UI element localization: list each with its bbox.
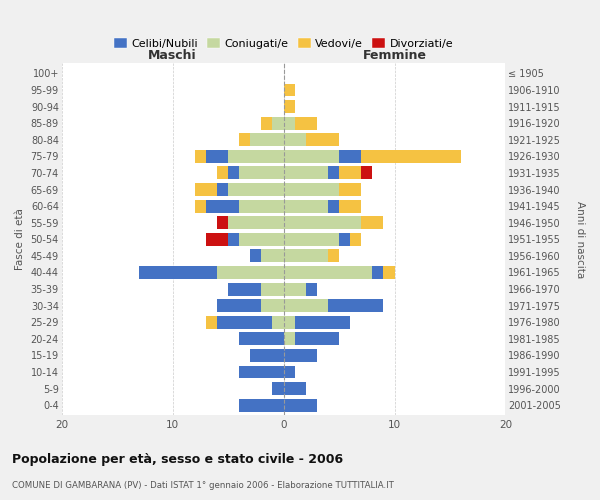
Bar xyxy=(361,166,373,179)
Bar xyxy=(217,166,228,179)
Bar xyxy=(306,282,317,296)
Bar xyxy=(284,100,295,113)
Bar xyxy=(284,216,361,229)
Bar xyxy=(328,299,383,312)
Bar xyxy=(206,200,239,212)
Legend: Celibi/Nubili, Coniugati/e, Vedovi/e, Divorziati/e: Celibi/Nubili, Coniugati/e, Vedovi/e, Di… xyxy=(112,36,456,51)
Bar xyxy=(206,316,217,328)
Bar xyxy=(284,282,306,296)
Bar xyxy=(239,398,284,411)
Bar xyxy=(295,316,350,328)
Text: COMUNE DI GAMBARANA (PV) - Dati ISTAT 1° gennaio 2006 - Elaborazione TUTTITALIA.: COMUNE DI GAMBARANA (PV) - Dati ISTAT 1°… xyxy=(12,481,394,490)
Bar xyxy=(228,183,284,196)
Bar xyxy=(328,166,339,179)
Bar xyxy=(262,250,284,262)
Y-axis label: Fasce di età: Fasce di età xyxy=(15,208,25,270)
Bar xyxy=(284,349,317,362)
Bar xyxy=(239,200,284,212)
Bar xyxy=(195,183,217,196)
Bar xyxy=(339,233,350,246)
Bar xyxy=(262,299,284,312)
Bar xyxy=(217,316,272,328)
Bar xyxy=(284,382,306,395)
Text: Popolazione per età, sesso e stato civile - 2006: Popolazione per età, sesso e stato civil… xyxy=(12,452,343,466)
Bar xyxy=(284,299,328,312)
Bar xyxy=(295,332,339,345)
Bar xyxy=(284,366,295,378)
Bar xyxy=(239,332,284,345)
Bar xyxy=(373,266,383,279)
Bar xyxy=(239,166,284,179)
Bar xyxy=(284,233,339,246)
Bar xyxy=(206,233,228,246)
Bar xyxy=(228,150,284,163)
Bar xyxy=(284,316,295,328)
Bar xyxy=(361,150,461,163)
Bar xyxy=(350,233,361,246)
Bar xyxy=(262,116,272,130)
Text: Maschi: Maschi xyxy=(148,49,197,62)
Bar xyxy=(250,349,284,362)
Bar xyxy=(228,282,262,296)
Bar xyxy=(272,382,284,395)
Bar xyxy=(295,116,317,130)
Bar xyxy=(217,183,228,196)
Bar xyxy=(284,398,317,411)
Bar xyxy=(284,84,295,96)
Bar xyxy=(239,366,284,378)
Bar xyxy=(206,150,228,163)
Bar xyxy=(239,134,250,146)
Bar xyxy=(328,250,339,262)
Bar xyxy=(250,134,284,146)
Bar xyxy=(239,233,284,246)
Bar xyxy=(195,150,206,163)
Bar xyxy=(284,150,339,163)
Bar xyxy=(339,166,361,179)
Bar xyxy=(328,200,339,212)
Bar xyxy=(383,266,395,279)
Bar xyxy=(284,166,328,179)
Bar xyxy=(339,183,361,196)
Bar xyxy=(284,250,328,262)
Bar xyxy=(217,266,284,279)
Bar xyxy=(339,150,361,163)
Bar xyxy=(284,183,339,196)
Bar xyxy=(228,166,239,179)
Bar xyxy=(284,200,328,212)
Text: Femmine: Femmine xyxy=(362,49,427,62)
Bar xyxy=(195,200,206,212)
Bar xyxy=(217,299,262,312)
Bar xyxy=(361,216,383,229)
Bar xyxy=(217,216,228,229)
Bar xyxy=(284,332,295,345)
Y-axis label: Anni di nascita: Anni di nascita xyxy=(575,200,585,278)
Bar xyxy=(139,266,217,279)
Bar xyxy=(284,134,306,146)
Bar xyxy=(262,282,284,296)
Bar xyxy=(272,116,284,130)
Bar xyxy=(228,233,239,246)
Bar xyxy=(284,116,295,130)
Bar xyxy=(250,250,262,262)
Bar xyxy=(272,316,284,328)
Bar xyxy=(306,134,339,146)
Bar xyxy=(228,216,284,229)
Bar xyxy=(284,266,373,279)
Bar xyxy=(339,200,361,212)
